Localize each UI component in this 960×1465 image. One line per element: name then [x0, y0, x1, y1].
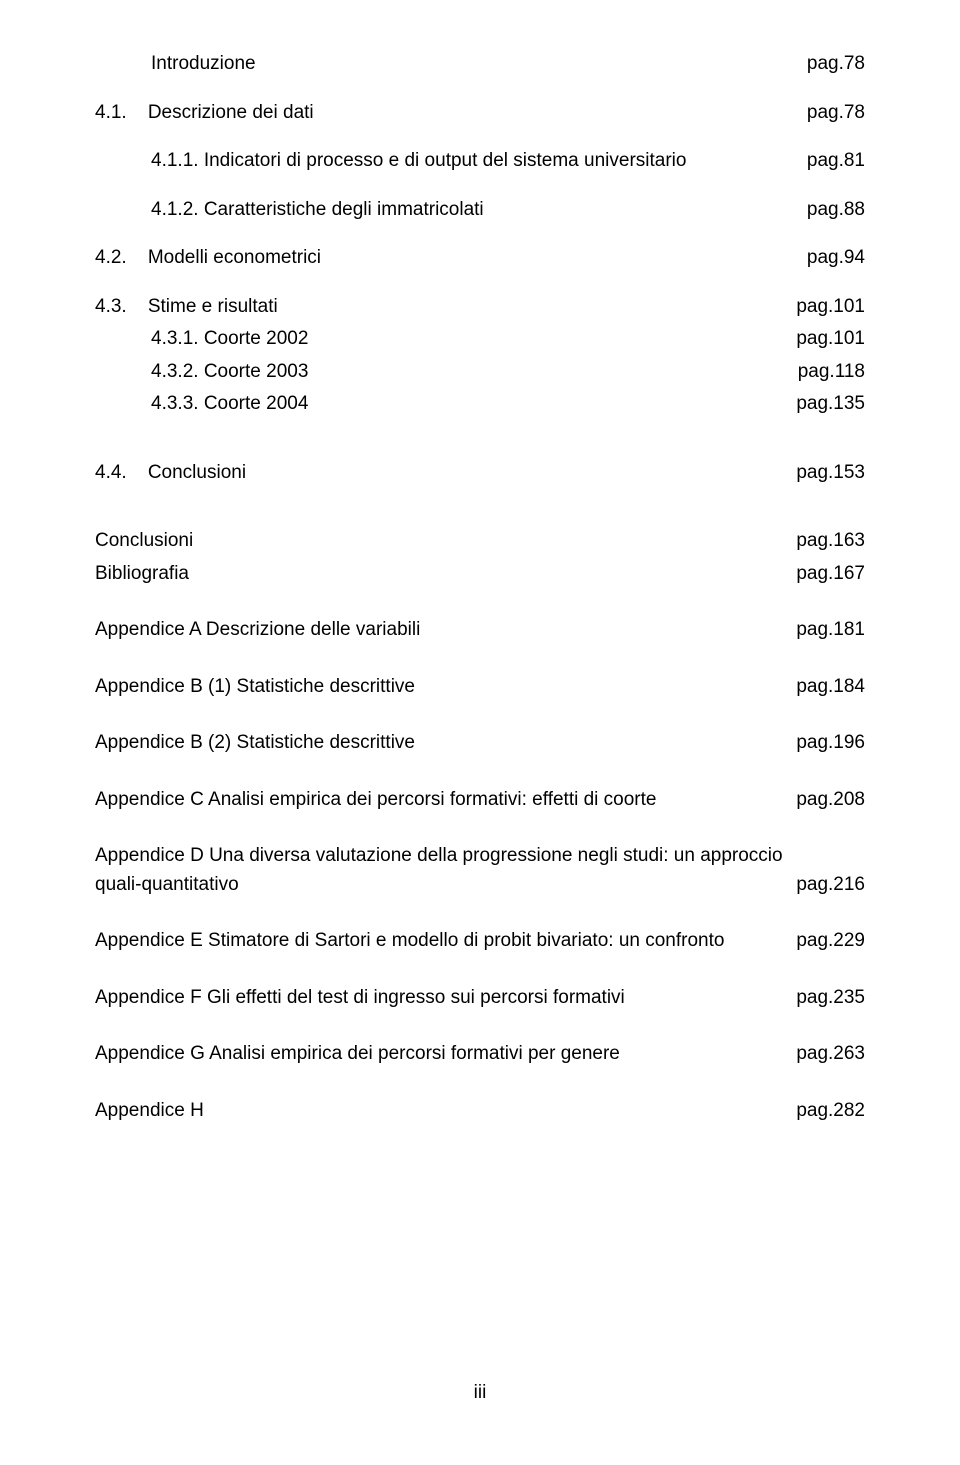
toc-title: 4.1.1. Indicatori di processo e di outpu… — [151, 147, 686, 176]
toc-entry: Appendice A Descrizione delle variabili … — [95, 616, 865, 645]
toc-page: pag.78 — [807, 99, 865, 128]
toc-title: Appendice C Analisi empirica dei percors… — [95, 786, 656, 815]
toc-entry: Conclusioni pag.163 — [95, 527, 865, 556]
toc-entry: 4.3.2. Coorte 2003 pag.118 — [95, 358, 865, 387]
toc-page: pag.81 — [807, 147, 865, 176]
toc-entry: 4.4. Conclusioni pag.153 — [95, 459, 865, 488]
toc-title: 4.3.3. Coorte 2004 — [151, 390, 308, 419]
toc-title: Appendice D Una diversa valutazione dell… — [95, 842, 796, 899]
toc-entry: 4.1. Descrizione dei dati pag.78 — [95, 99, 865, 128]
toc-entry: 4.1.1. Indicatori di processo e di outpu… — [95, 147, 865, 176]
toc-page: pag.167 — [796, 560, 865, 589]
toc-entry: Appendice H pag.282 — [95, 1097, 865, 1126]
toc-title: Appendice A Descrizione delle variabili — [95, 616, 420, 645]
toc-page: pag.263 — [796, 1040, 865, 1069]
toc-title: 4.2. Modelli econometrici — [95, 244, 321, 273]
toc-page: pag.235 — [796, 984, 865, 1013]
toc-page: pag.153 — [796, 459, 865, 488]
toc-entry: Bibliografia pag.167 — [95, 560, 865, 589]
toc-title: Appendice G Analisi empirica dei percors… — [95, 1040, 620, 1069]
toc-entry: Appendice B (2) Statistiche descrittive … — [95, 729, 865, 758]
toc-title: Appendice B (1) Statistiche descrittive — [95, 673, 415, 702]
toc-entry: Appendice B (1) Statistiche descrittive … — [95, 673, 865, 702]
toc-page: pag.78 — [807, 50, 865, 79]
toc-page: pag.216 — [796, 871, 865, 900]
toc-page: pag.282 — [796, 1097, 865, 1126]
toc-title: 4.3.1. Coorte 2002 — [151, 325, 308, 354]
toc-page: pag.88 — [807, 196, 865, 225]
toc-page: pag.184 — [796, 673, 865, 702]
toc-title: Appendice B (2) Statistiche descrittive — [95, 729, 415, 758]
toc-title: Appendice H — [95, 1097, 204, 1126]
toc-entry: 4.3.3. Coorte 2004 pag.135 — [95, 390, 865, 419]
page-number: iii — [474, 1382, 487, 1403]
toc-entry: 4.1.2. Caratteristiche degli immatricola… — [95, 196, 865, 225]
toc-entry: Appendice G Analisi empirica dei percors… — [95, 1040, 865, 1069]
toc-title: 4.3.2. Coorte 2003 — [151, 358, 308, 387]
toc-title: Appendice F Gli effetti del test di ingr… — [95, 984, 625, 1013]
toc-page: pag.196 — [796, 729, 865, 758]
toc-page: pag.101 — [796, 293, 865, 322]
toc-title: Introduzione — [151, 50, 256, 79]
toc-page: pag.229 — [796, 927, 865, 956]
toc-page: pag.181 — [796, 616, 865, 645]
toc-entry: 4.3.1. Coorte 2002 pag.101 — [95, 325, 865, 354]
toc-page: pag.208 — [796, 786, 865, 815]
toc-page: pag.94 — [807, 244, 865, 273]
toc-entry: Appendice C Analisi empirica dei percors… — [95, 786, 865, 815]
document-page: Introduzione pag.78 4.1. Descrizione dei… — [0, 0, 960, 1465]
toc-title: 4.1. Descrizione dei dati — [95, 99, 314, 128]
toc-title: Conclusioni — [95, 527, 193, 556]
toc-page: pag.163 — [796, 527, 865, 556]
toc-entry: Appendice D Una diversa valutazione dell… — [95, 842, 865, 899]
toc-title: 4.1.2. Caratteristiche degli immatricola… — [151, 196, 484, 225]
toc-page: pag.118 — [798, 358, 865, 387]
toc-entry: 4.3. Stime e risultati pag.101 — [95, 293, 865, 322]
toc-page: pag.135 — [796, 390, 865, 419]
toc-page: pag.101 — [796, 325, 865, 354]
toc-entry: Introduzione pag.78 — [95, 50, 865, 79]
toc-entry: 4.2. Modelli econometrici pag.94 — [95, 244, 865, 273]
toc-title: 4.3. Stime e risultati — [95, 293, 278, 322]
toc-entry: Appendice F Gli effetti del test di ingr… — [95, 984, 865, 1013]
page-footer: iii — [0, 1379, 960, 1408]
toc-title: Bibliografia — [95, 560, 189, 589]
toc-entry: Appendice E Stimatore di Sartori e model… — [95, 927, 865, 956]
toc-title: 4.4. Conclusioni — [95, 459, 246, 488]
toc-title: Appendice E Stimatore di Sartori e model… — [95, 927, 724, 956]
